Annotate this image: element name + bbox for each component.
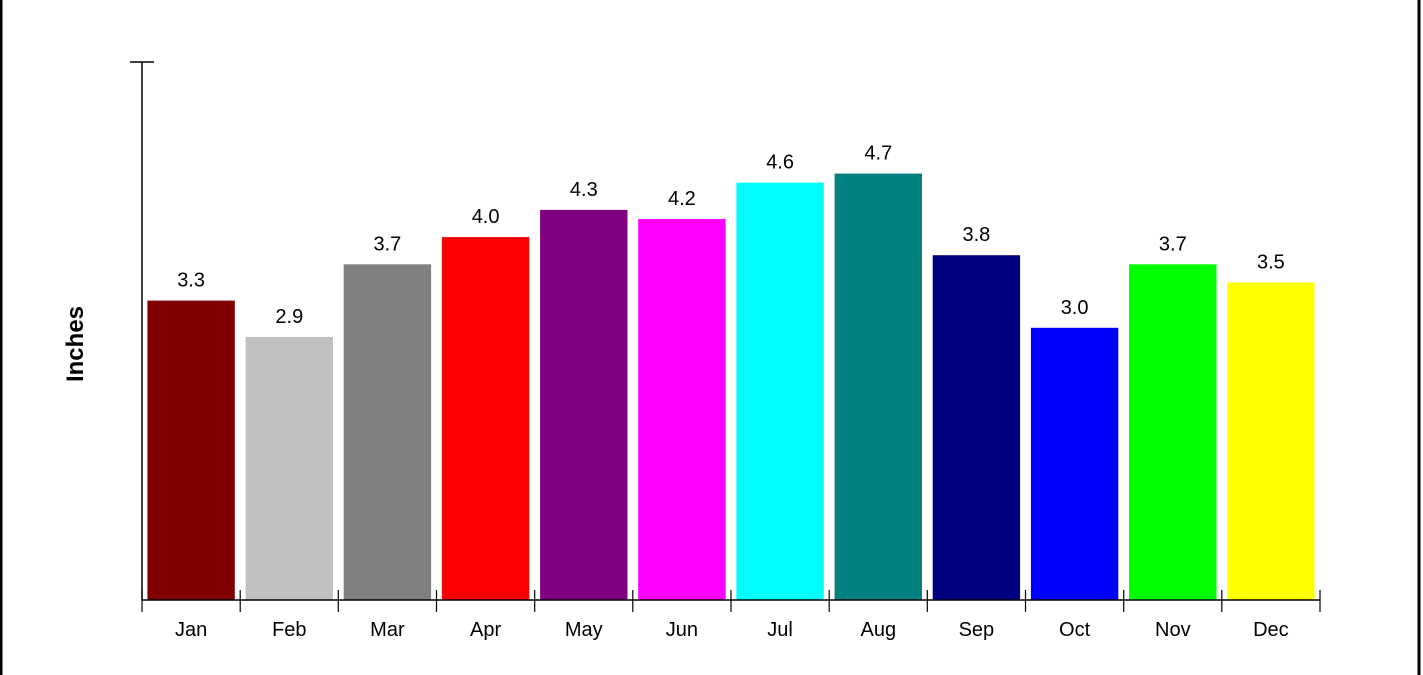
data-label-oct: 3.0 xyxy=(1061,297,1089,319)
bar-may xyxy=(540,209,628,600)
x-tick-label-nov: Nov xyxy=(1155,619,1191,641)
data-label-feb: 2.9 xyxy=(275,306,303,328)
x-tick-label-aug: Aug xyxy=(861,619,897,641)
x-tick-label-oct: Oct xyxy=(1059,619,1091,641)
data-label-apr: 4.0 xyxy=(472,206,500,228)
x-tick-label-sep: Sep xyxy=(959,619,995,641)
bars-layer xyxy=(147,173,1315,600)
bar-mar xyxy=(343,264,432,600)
x-ticks-layer xyxy=(141,590,1321,612)
data-labels-layer: 3.3 2.9 3.7 4.0 4.3 4.2 4.6 4.7 3.8 3.0 3.7 3.5 xyxy=(177,143,1285,328)
bar-oct xyxy=(1030,327,1119,600)
x-tick-label-jan: Jan xyxy=(175,619,207,641)
y-axis-title: Inches xyxy=(62,306,89,382)
bar-apr xyxy=(441,237,530,600)
bar-feb xyxy=(245,336,333,600)
bar-aug xyxy=(834,173,922,600)
x-tick-label-jul: Jul xyxy=(767,619,793,641)
x-tick-label-dec: Dec xyxy=(1253,619,1289,641)
bar-dec xyxy=(1227,282,1315,600)
data-label-jan: 3.3 xyxy=(177,270,205,292)
bar-jun xyxy=(638,219,726,600)
data-label-may: 4.3 xyxy=(570,179,598,201)
bar-jul xyxy=(736,182,824,600)
x-tick-labels-layer: Jan Feb Mar Apr May Jun Jul Aug Sep Oct Nov Dec xyxy=(175,619,1289,641)
bar-sep xyxy=(932,255,1021,600)
data-label-mar: 3.7 xyxy=(373,233,401,255)
data-label-jul: 4.6 xyxy=(766,152,794,174)
x-tick-label-jun: Jun xyxy=(666,619,698,641)
bar-nov xyxy=(1129,264,1217,600)
data-label-aug: 4.7 xyxy=(864,143,892,165)
data-label-dec: 3.5 xyxy=(1257,252,1285,274)
x-tick-label-apr: Apr xyxy=(470,619,501,641)
x-tick-label-mar: Mar xyxy=(370,619,405,641)
bar-jan xyxy=(147,300,235,600)
x-tick-label-feb: Feb xyxy=(272,619,306,641)
x-tick-label-may: May xyxy=(565,619,603,641)
data-label-nov: 3.7 xyxy=(1159,233,1187,255)
data-label-sep: 3.8 xyxy=(962,224,990,246)
data-label-jun: 4.2 xyxy=(668,188,696,210)
